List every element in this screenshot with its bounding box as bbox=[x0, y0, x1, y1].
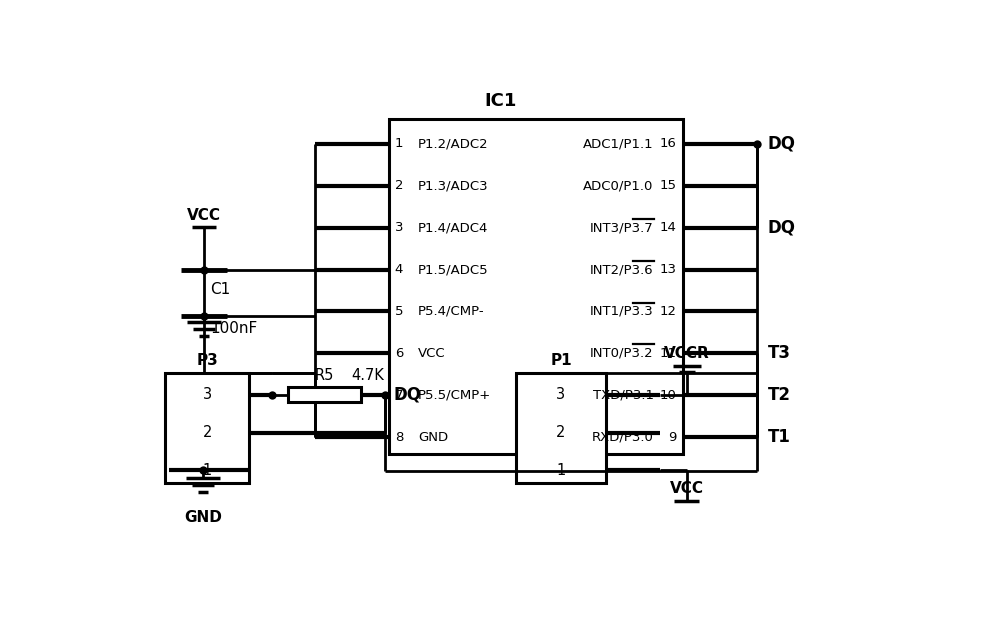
Text: T3: T3 bbox=[767, 344, 790, 362]
Text: T1: T1 bbox=[767, 428, 790, 446]
Text: R5: R5 bbox=[315, 368, 334, 383]
Text: 100nF: 100nF bbox=[210, 321, 258, 335]
Text: 4: 4 bbox=[395, 263, 403, 276]
Text: 16: 16 bbox=[660, 138, 677, 150]
Text: 12: 12 bbox=[660, 305, 677, 318]
Text: INT3/P3.7: INT3/P3.7 bbox=[590, 221, 654, 234]
Bar bbox=[516, 373, 606, 483]
Text: GND: GND bbox=[418, 431, 448, 444]
Bar bbox=[165, 373, 249, 483]
Text: 2: 2 bbox=[202, 425, 212, 440]
Text: IC1: IC1 bbox=[484, 92, 517, 110]
Text: INT1/P3.3: INT1/P3.3 bbox=[590, 305, 654, 318]
Text: DQ: DQ bbox=[767, 135, 795, 153]
Text: 4.7K: 4.7K bbox=[352, 368, 385, 383]
Text: 2: 2 bbox=[556, 425, 566, 440]
Text: P3: P3 bbox=[196, 353, 218, 368]
Text: 6: 6 bbox=[395, 347, 403, 360]
Text: P5.4/CMP-: P5.4/CMP- bbox=[418, 305, 485, 318]
Text: 1: 1 bbox=[395, 138, 403, 150]
Text: P5.5/CMP+: P5.5/CMP+ bbox=[418, 388, 491, 402]
Text: DQ: DQ bbox=[767, 219, 795, 237]
Text: 3: 3 bbox=[395, 221, 403, 234]
Text: T2: T2 bbox=[767, 387, 790, 404]
Text: 10: 10 bbox=[660, 388, 677, 402]
Text: DQ: DQ bbox=[394, 386, 422, 404]
Text: 1: 1 bbox=[556, 463, 566, 478]
Text: 11: 11 bbox=[660, 347, 677, 360]
Text: P1.4/ADC4: P1.4/ADC4 bbox=[418, 221, 488, 234]
Text: ADC0/P1.0: ADC0/P1.0 bbox=[583, 179, 654, 192]
Text: 9: 9 bbox=[668, 431, 677, 444]
Text: ADC1/P1.1: ADC1/P1.1 bbox=[583, 138, 654, 150]
Text: VCCR: VCCR bbox=[664, 346, 710, 361]
Text: VCC: VCC bbox=[418, 347, 446, 360]
Bar bbox=[388, 119, 683, 454]
Text: P1.2/ADC2: P1.2/ADC2 bbox=[418, 138, 489, 150]
Text: 3: 3 bbox=[203, 387, 212, 403]
Text: 13: 13 bbox=[660, 263, 677, 276]
Text: INT0/P3.2: INT0/P3.2 bbox=[590, 347, 654, 360]
Text: 7: 7 bbox=[395, 388, 403, 402]
Text: C1: C1 bbox=[210, 282, 230, 297]
Text: 14: 14 bbox=[660, 221, 677, 234]
Text: 8: 8 bbox=[395, 431, 403, 444]
Text: TXD/P3.1: TXD/P3.1 bbox=[593, 388, 654, 402]
Text: VCC: VCC bbox=[670, 481, 704, 497]
Text: INT2/P3.6: INT2/P3.6 bbox=[590, 263, 654, 276]
Text: 15: 15 bbox=[660, 179, 677, 192]
Text: 2: 2 bbox=[395, 179, 403, 192]
Bar bbox=[288, 387, 361, 402]
Text: 1: 1 bbox=[203, 463, 212, 478]
Text: P1.5/ADC5: P1.5/ADC5 bbox=[418, 263, 489, 276]
Text: 3: 3 bbox=[556, 387, 566, 403]
Text: RXD/P3.0: RXD/P3.0 bbox=[592, 431, 654, 444]
Text: GND: GND bbox=[184, 510, 222, 525]
Text: 5: 5 bbox=[395, 305, 403, 318]
Text: VCC: VCC bbox=[187, 207, 221, 223]
Text: P1.3/ADC3: P1.3/ADC3 bbox=[418, 179, 489, 192]
Text: P1: P1 bbox=[550, 353, 572, 368]
